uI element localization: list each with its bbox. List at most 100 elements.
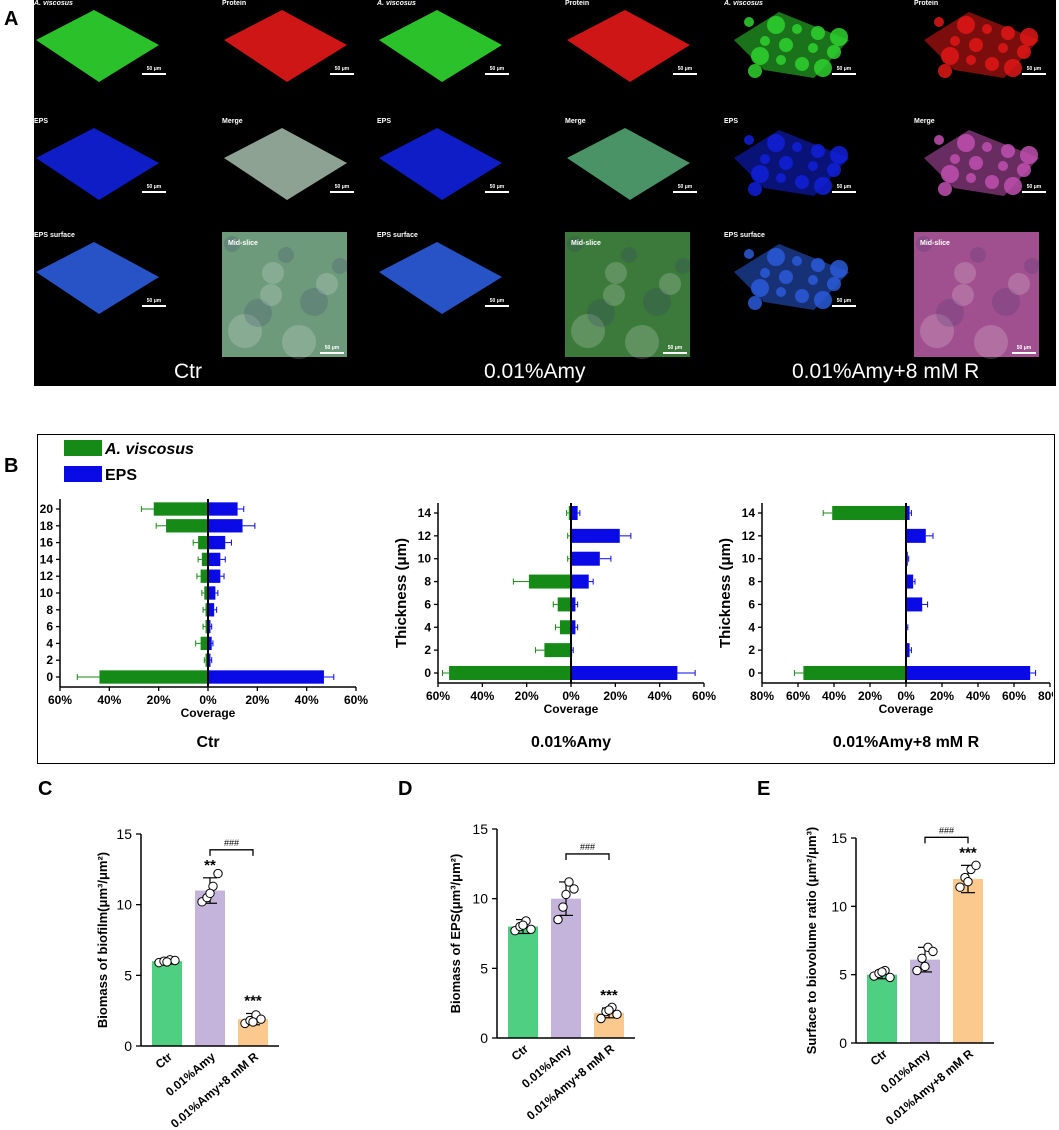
tile-image — [734, 244, 849, 310]
cell-cluster — [827, 277, 841, 291]
confocal-tile: A. viscosus 50 μm — [724, 0, 884, 110]
cell-cluster — [767, 248, 785, 266]
cell-cluster — [934, 135, 944, 145]
texture-spot — [1024, 258, 1040, 274]
bar-eps — [571, 528, 620, 543]
cell-cluster — [748, 296, 762, 310]
coverage-chart-0: 0 2 4 6 8 10 12 14 16 18 20 60% 40% 20% 0% 20% 40% 60% Cov… — [15, 499, 368, 751]
x-tick-label: 60% — [48, 693, 72, 707]
texture-spot — [1008, 273, 1030, 295]
cell-cluster — [938, 64, 952, 78]
tile-label: Protein — [565, 0, 590, 7]
cell-cluster — [744, 135, 754, 145]
bar-eps — [906, 506, 910, 520]
cell-cluster — [957, 134, 975, 152]
confocal-tile: Merge 50 μm — [565, 118, 725, 228]
x-tick-label: 60% — [692, 689, 716, 703]
cell-cluster — [792, 256, 802, 266]
cell-cluster — [744, 249, 754, 259]
confocal-tile: Protein 50 μm — [914, 0, 1059, 110]
bar-eps — [208, 569, 221, 583]
y-tick-label: 0 — [748, 666, 755, 680]
y-tick-label: 10 — [40, 586, 54, 600]
chart-title: 0.01%Amy — [531, 734, 611, 751]
cell-cluster — [950, 154, 960, 164]
texture-spot — [262, 262, 284, 284]
legend-swatch-av — [64, 440, 102, 456]
y-axis-title: Biomass of EPS(μm³/μm²) — [448, 854, 463, 1014]
y-tick-label: 8 — [424, 575, 431, 589]
tile-label: EPS — [377, 118, 392, 125]
confocal-tile: Merge 50 μm — [222, 118, 382, 228]
tile-image — [224, 128, 347, 200]
group-label-amy-r: 0.01%Amy+8 mM R — [792, 360, 980, 383]
confocal-tile: Protein 50 μm — [222, 0, 382, 110]
category-label: Ctr — [509, 1041, 532, 1063]
bar-eps — [208, 653, 211, 667]
bar-av — [205, 619, 208, 634]
panel-d-label: D — [398, 778, 413, 800]
cell-cluster — [767, 16, 785, 34]
y-tick-label: 12 — [742, 529, 756, 543]
confocal-tile: Protein 50 μm — [565, 0, 725, 110]
cell-cluster — [814, 291, 832, 309]
bar-eps — [571, 551, 600, 566]
cell-cluster — [1001, 144, 1015, 158]
x-tick-label: 40% — [295, 693, 319, 707]
x-tick-label: 20% — [603, 689, 627, 703]
bar-eps — [571, 597, 576, 612]
tile-image — [379, 10, 502, 82]
scale-bar: 50 μm — [832, 298, 856, 307]
y-tick-label: 4 — [424, 620, 431, 634]
x-tick-label: 40% — [822, 689, 846, 703]
tile-image — [222, 232, 348, 359]
bar-av — [200, 636, 208, 651]
scale-bar: 50 μm — [1022, 184, 1046, 193]
data-point — [912, 965, 922, 976]
texture-spot — [643, 288, 671, 316]
y-tick-label: 15 — [831, 830, 847, 846]
cell-cluster — [751, 165, 769, 183]
significance-label: *** — [959, 844, 977, 861]
data-point — [928, 946, 938, 957]
bar — [195, 890, 225, 1046]
texture-spot — [571, 314, 605, 348]
cell-cluster — [1017, 163, 1031, 177]
bar-av — [204, 586, 208, 600]
tile-image — [924, 130, 1039, 196]
tile-image — [36, 128, 159, 200]
confocal-tile: EPS surface 50 μm — [34, 232, 184, 357]
y-axis-title: Surface to biovolume ratio (μm²/μm³) — [804, 827, 819, 1055]
cell-cluster — [941, 47, 959, 65]
cell-cluster — [998, 43, 1008, 53]
cell-cluster — [827, 163, 841, 177]
x-tick-label: 60% — [786, 689, 810, 703]
tile-label: EPS surface — [34, 232, 75, 239]
y-axis-title: Biomass of biofilm(μm³/μm²) — [95, 852, 110, 1028]
bar-eps — [208, 535, 226, 550]
data-point — [604, 1005, 614, 1015]
bar-eps — [571, 506, 578, 520]
significance-bracket — [565, 853, 610, 860]
cell-cluster — [1020, 146, 1038, 164]
tile-label: EPS — [34, 118, 49, 125]
data-point — [955, 882, 965, 892]
tile-image — [36, 10, 159, 82]
data-point — [162, 957, 172, 967]
cell-cluster — [814, 177, 832, 195]
texture-spot — [228, 314, 262, 348]
significance-bracket — [209, 849, 254, 856]
bar-eps — [571, 620, 576, 635]
x-tick-label: 40% — [470, 689, 494, 703]
bar-av — [449, 666, 571, 680]
coverage-chart-1: 0 2 4 6 8 10 12 14 60% 40% 20% 0% 20% 40% 60% Coverage T… — [393, 503, 716, 751]
cell-cluster — [982, 142, 992, 152]
cell-cluster — [1017, 45, 1031, 59]
texture-spot — [675, 258, 691, 274]
texture-spot — [278, 247, 294, 263]
cell-cluster — [748, 182, 762, 196]
confocal-tile: EPS 50 μm — [377, 118, 527, 228]
y-tick-label: 14 — [742, 506, 756, 520]
texture-spot — [920, 314, 954, 348]
